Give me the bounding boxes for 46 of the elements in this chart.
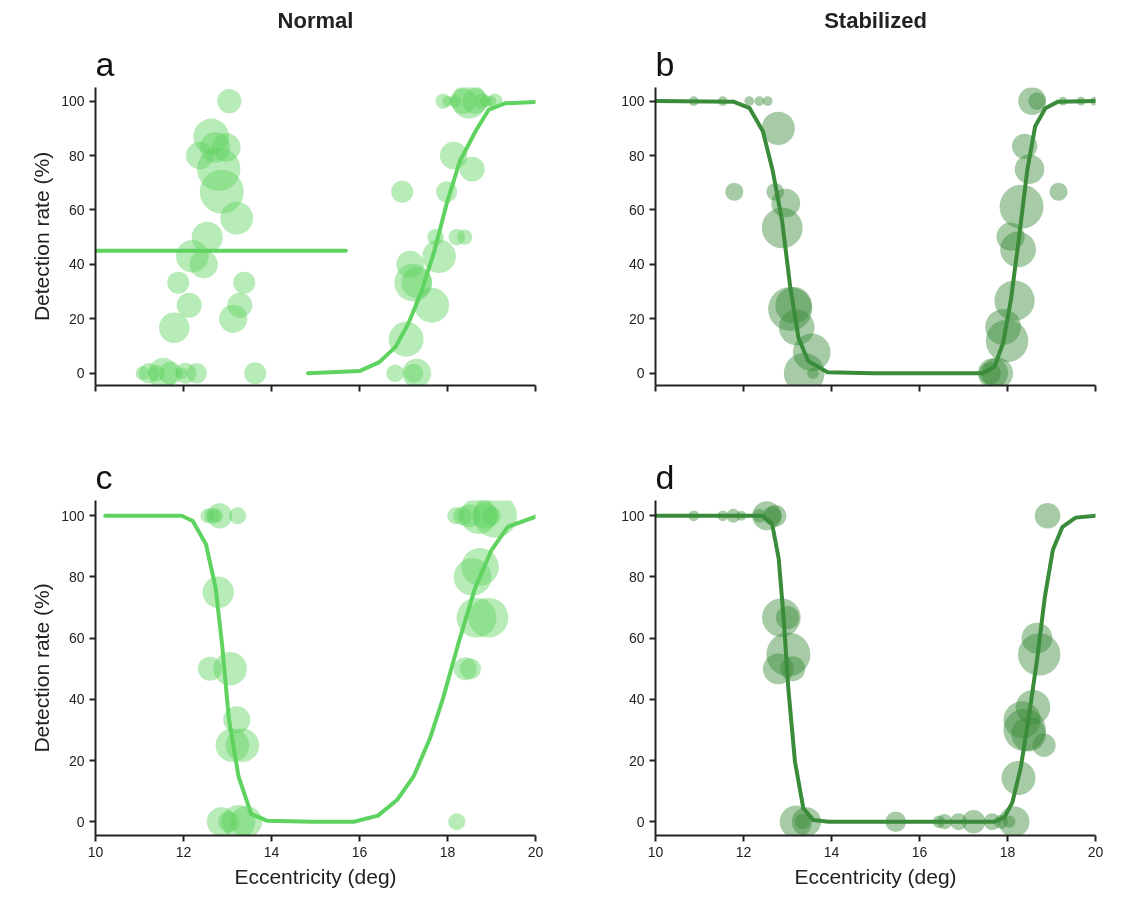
x-tick-label: 16 [911, 843, 928, 860]
y-tick-label: 0 [76, 365, 85, 382]
y-tick-label: 60 [628, 201, 645, 218]
text: a [95, 44, 115, 83]
y-tick-label: 40 [628, 691, 645, 708]
x-tick-label: 18 [999, 843, 1016, 860]
y-axis-title: Detection rate (%) [30, 583, 54, 753]
chart-title: Normal [277, 7, 354, 33]
chart-title: Stabilized [824, 7, 927, 33]
y-tick-label: 80 [628, 568, 645, 585]
x-tick-label: 14 [263, 843, 280, 860]
y-tick-label: 0 [636, 813, 645, 830]
y-tick-label: 60 [68, 630, 85, 647]
y-tick-label: 100 [621, 93, 645, 110]
y-tick-label: 20 [68, 752, 85, 769]
y-tick-label: 100 [61, 93, 85, 110]
y-tick-label: 0 [76, 813, 85, 830]
y-tick-label: 60 [628, 630, 645, 647]
y-tick-label: 80 [68, 147, 85, 164]
y-axis-title: Detection rate (%) [30, 151, 54, 322]
y-tick-label: 60 [68, 201, 85, 218]
x-tick-label: 18 [439, 843, 456, 860]
y-tick-label: 100 [621, 507, 645, 524]
y-tick-label: 20 [628, 310, 645, 327]
x-tick-label: 20 [527, 843, 544, 860]
y-tick-label: 20 [68, 310, 85, 327]
x-tick-label: 12 [175, 843, 192, 860]
text: b [655, 44, 675, 83]
y-tick-label: 40 [628, 256, 645, 273]
x-axis-title: Eccentricity (deg) [234, 864, 397, 888]
x-tick-label: 12 [735, 843, 752, 860]
y-tick-label: 80 [68, 568, 85, 585]
x-tick-label: 20 [1087, 843, 1104, 860]
y-tick-label: 80 [628, 147, 645, 164]
y-tick-label: 40 [68, 256, 85, 273]
x-tick-label: 10 [647, 843, 664, 860]
y-tick-label: 40 [68, 691, 85, 708]
y-tick-label: 20 [628, 752, 645, 769]
text: c [95, 457, 113, 496]
y-tick-label: 0 [636, 365, 645, 382]
x-tick-label: 14 [823, 843, 840, 860]
x-tick-label: 16 [351, 843, 368, 860]
text: d [655, 457, 675, 496]
x-axis-title: Eccentricity (deg) [794, 864, 957, 888]
y-tick-label: 100 [61, 507, 85, 524]
x-tick-label: 10 [87, 843, 104, 860]
